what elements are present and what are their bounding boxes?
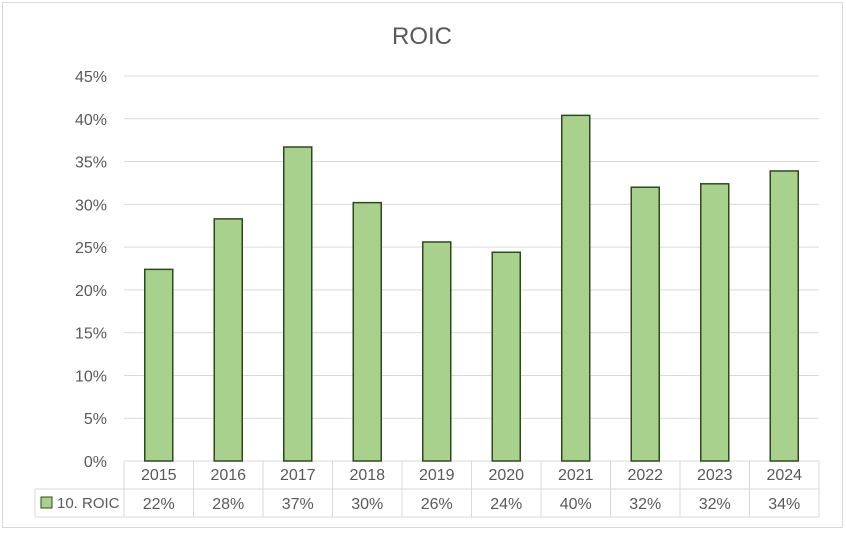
table-value: 32%: [629, 496, 661, 513]
y-axis-tick-labels: 0% 5% 10% 15% 20% 25% 30% 35% 40% 45%: [75, 69, 107, 471]
x-tick-label: 2016: [210, 467, 246, 484]
table-value: 37%: [282, 496, 314, 513]
y-tick-label: 45%: [75, 69, 107, 86]
x-tick-label: 2015: [141, 467, 177, 484]
table-value: 34%: [768, 496, 800, 513]
x-tick-label: 2023: [697, 467, 733, 484]
x-tick-label: 2017: [280, 467, 316, 484]
bar: [561, 114, 591, 462]
y-tick-label: 20%: [75, 283, 107, 300]
bars: [144, 114, 799, 462]
y-tick-label: 15%: [75, 326, 107, 343]
table-value: 22%: [143, 496, 175, 513]
bar: [352, 201, 382, 462]
x-tick-label: 2024: [766, 467, 802, 484]
data-table: 2015 22% 2016 28% 2017 37% 2018 30% 2019 26% 2020 2…: [34, 461, 820, 518]
x-tick-label: 2018: [349, 467, 385, 484]
table-value: 30%: [351, 496, 383, 513]
table-value: 24%: [490, 496, 522, 513]
y-tick-label: 30%: [75, 197, 107, 214]
y-tick-label: 0%: [84, 454, 107, 471]
legend-key-label: 10. ROIC: [57, 495, 120, 512]
y-tick-label: 10%: [75, 368, 107, 385]
table-value: 40%: [560, 496, 592, 513]
bar: [700, 183, 730, 462]
x-tick-label: 2021: [558, 467, 594, 484]
y-tick-label: 35%: [75, 155, 107, 172]
x-tick-label: 2020: [488, 467, 524, 484]
bar: [491, 251, 521, 462]
bar: [283, 146, 313, 462]
y-tick-label: 40%: [75, 112, 107, 129]
y-tick-label: 5%: [84, 411, 107, 428]
bar: [144, 268, 174, 462]
bar: [213, 218, 243, 462]
x-tick-label: 2019: [419, 467, 455, 484]
x-tick-label: 2022: [627, 467, 663, 484]
bar: [630, 186, 660, 462]
table-value: 32%: [699, 496, 731, 513]
table-value: 28%: [212, 496, 244, 513]
chart-title: ROIC: [392, 23, 452, 50]
legend-key-swatch: [40, 496, 53, 509]
y-tick-label: 25%: [75, 240, 107, 257]
bar: [769, 170, 799, 462]
table-value: 26%: [421, 496, 453, 513]
bar: [422, 241, 452, 462]
